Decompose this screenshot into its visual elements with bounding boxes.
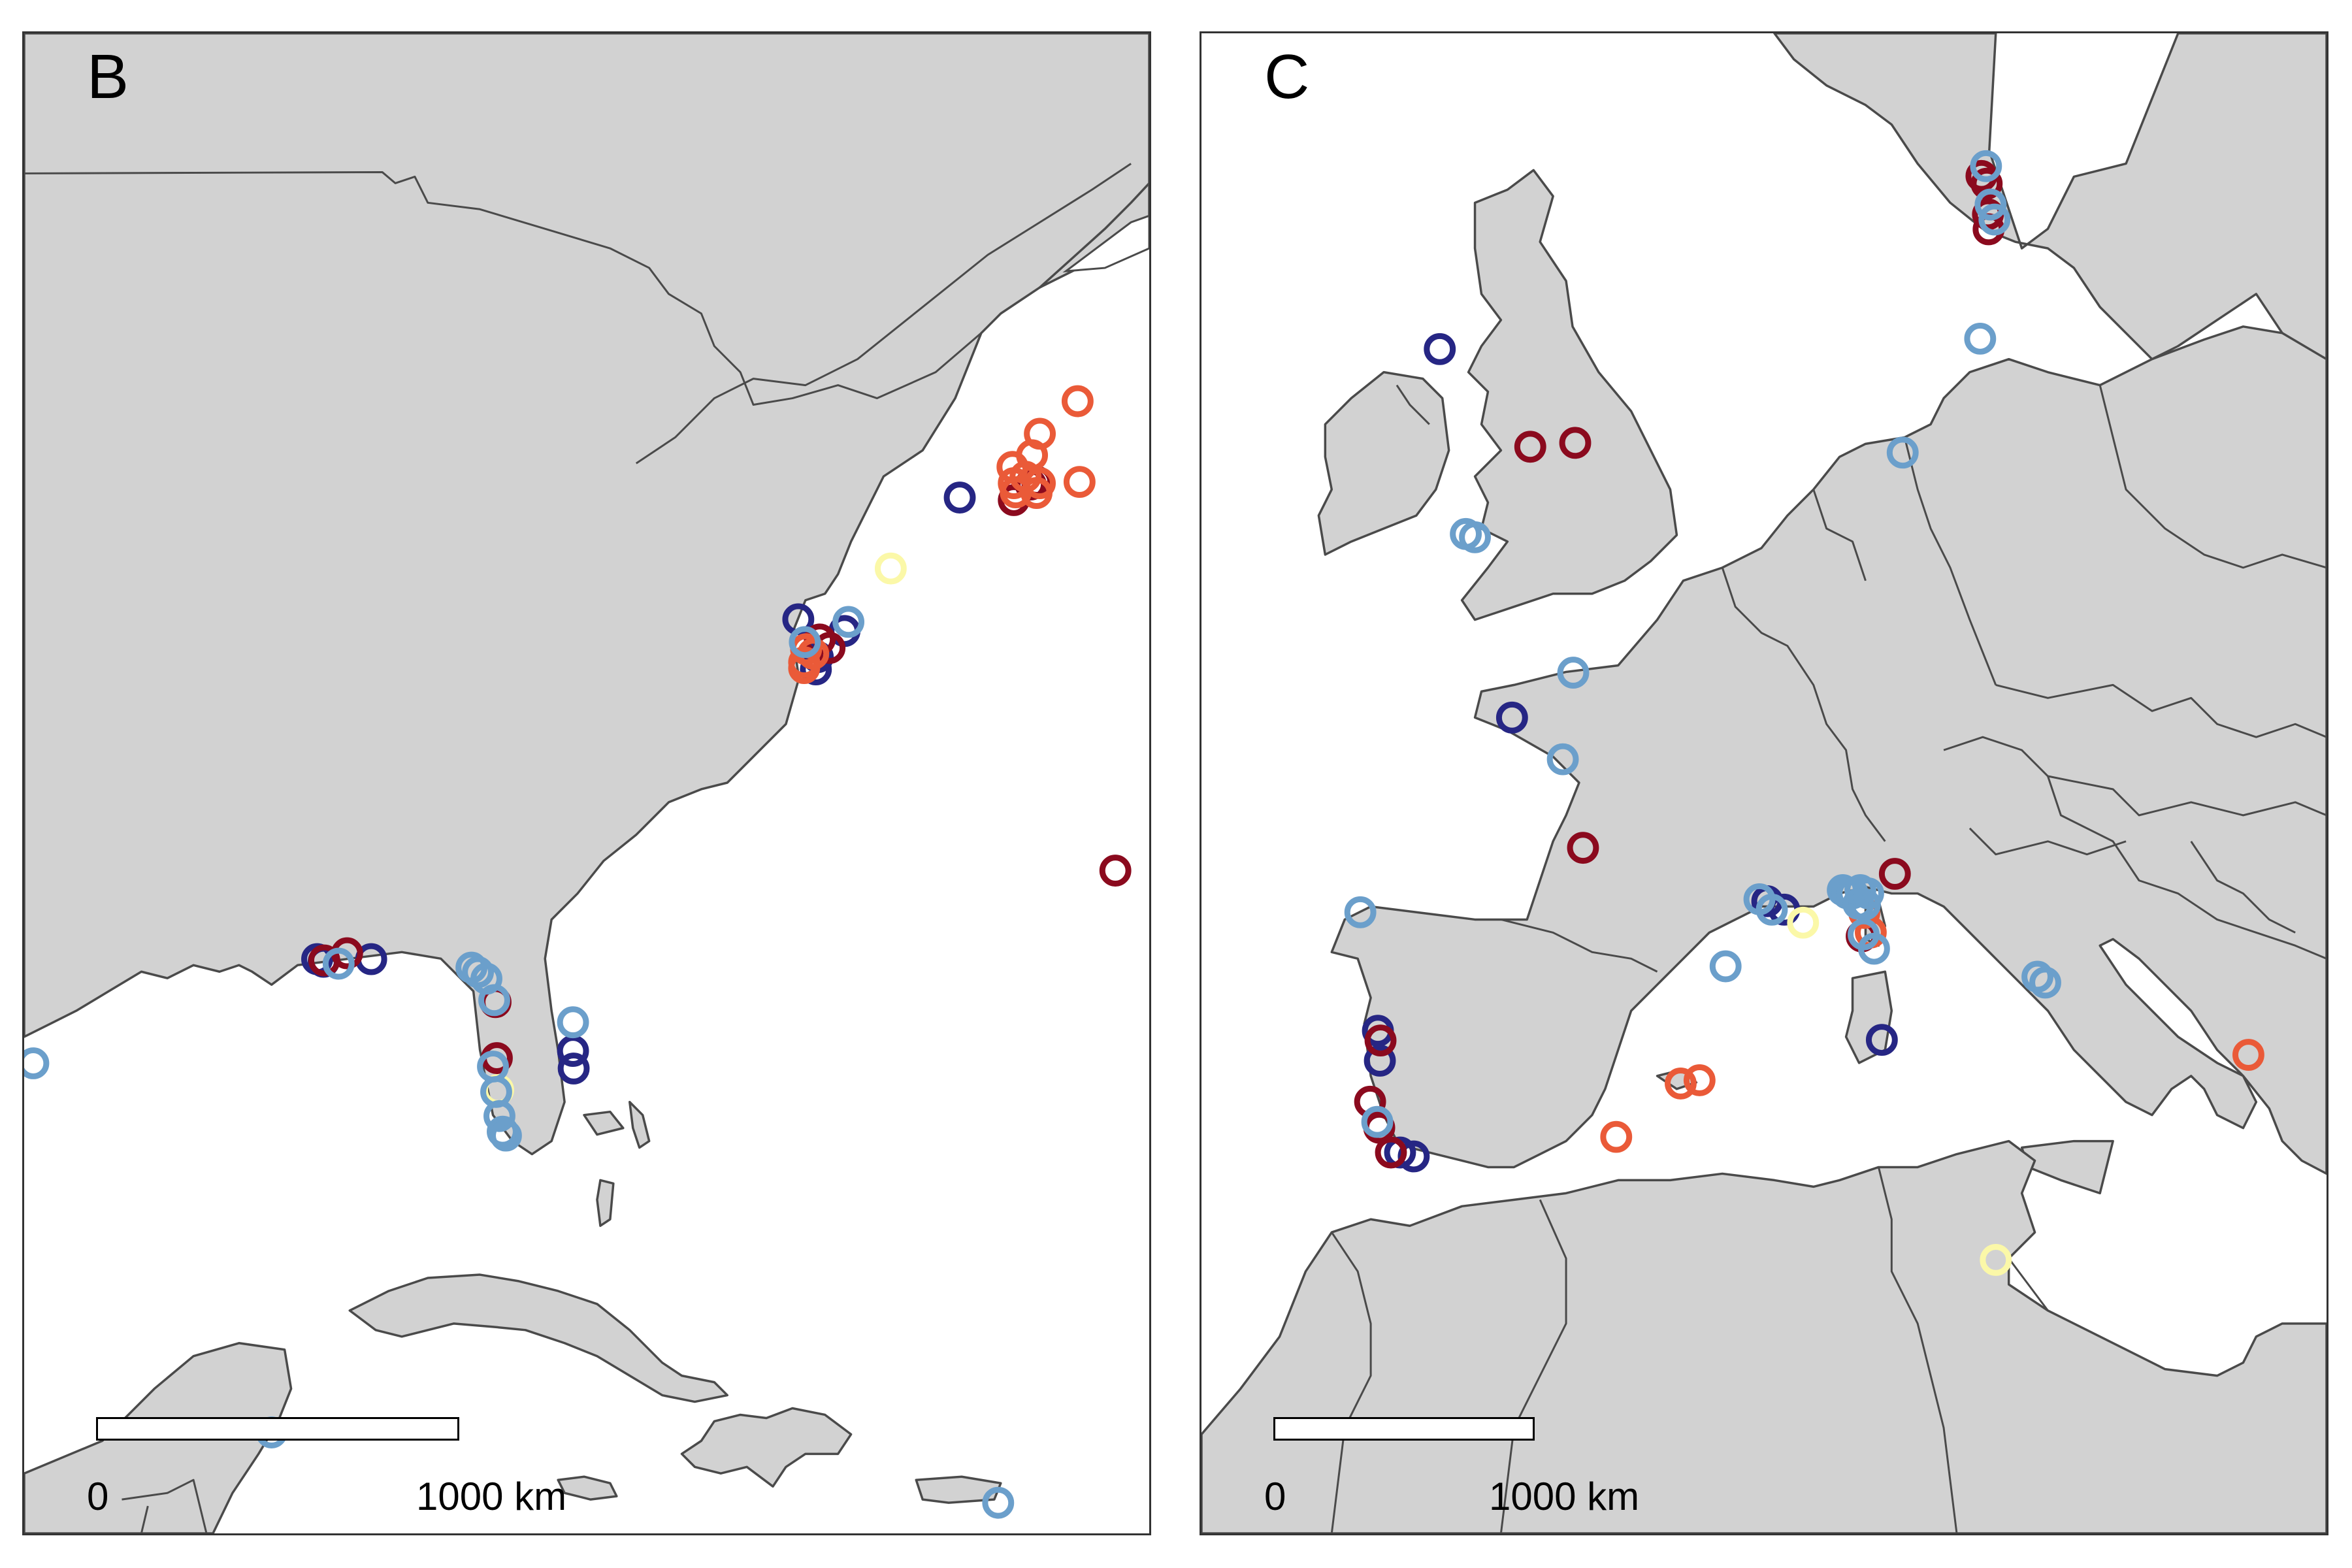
site-marker-light-blue <box>24 1047 50 1079</box>
site-marker-navy <box>1865 1024 1898 1056</box>
africa-borders <box>1330 1167 2049 1533</box>
site-marker-navy <box>1424 333 1456 365</box>
us-canada-border <box>24 171 982 406</box>
site-marker-navy <box>557 1053 590 1085</box>
scandinavia <box>1773 33 2327 374</box>
site-marker-dark-red <box>1559 427 1592 459</box>
map-panel-c: C 0 1000 km <box>1200 31 2328 1535</box>
site-marker-light-blue <box>1974 188 2007 221</box>
north-america-landmass <box>24 33 1149 1156</box>
site-marker-light-blue <box>1344 896 1377 928</box>
site-marker-navy <box>943 482 976 514</box>
scalebar <box>96 1417 459 1441</box>
site-marker-dark-red <box>1514 431 1546 463</box>
site-marker-light-yellow <box>1980 1244 2012 1276</box>
puerto-rico <box>915 1475 1002 1504</box>
site-marker-light-blue <box>1557 657 1590 689</box>
site-marker-light-blue <box>1842 887 1874 920</box>
site-marker-orange-red <box>1683 1064 1716 1096</box>
site-marker-light-yellow <box>874 552 907 585</box>
site-marker-light-yellow <box>1787 906 1820 939</box>
site-marker-light-blue <box>557 1006 589 1039</box>
site-marker-light-blue <box>1459 521 1491 553</box>
site-marker-light-blue <box>1756 893 1788 926</box>
site-marker-orange-red <box>996 451 1029 483</box>
scalebar-end-label: 1000 km <box>416 1475 567 1518</box>
site-marker-orange-red <box>1665 1067 1697 1100</box>
site-marker-dark-red <box>308 944 340 977</box>
site-marker-orange-red <box>1063 466 1096 498</box>
site-marker-dark-red <box>1375 1136 1407 1169</box>
site-marker-light-blue <box>1709 950 1742 983</box>
panel-label: B <box>87 42 129 112</box>
site-marker-orange-red <box>2232 1039 2264 1071</box>
site-marker-dark-red <box>1970 167 2003 200</box>
site-marker-dark-red <box>1099 855 1132 887</box>
site-marker-light-blue <box>1970 150 2002 182</box>
scalebar-start-label: 0 <box>87 1475 109 1518</box>
map-panel-b: B 0 1000 km <box>22 31 1151 1535</box>
panel-label: C <box>1264 42 1310 112</box>
site-marker-light-blue <box>483 1100 515 1132</box>
site-markers-c <box>1344 150 2264 1276</box>
central-america-borders <box>122 1478 208 1533</box>
bahamas <box>583 1100 651 1227</box>
site-marker-navy <box>1364 1045 1396 1077</box>
scalebar <box>1273 1417 1535 1441</box>
site-marker-light-blue <box>478 984 510 1017</box>
site-marker-dark-red <box>1567 832 1599 864</box>
map-b-svg <box>24 33 1149 1533</box>
site-marker-dark-red <box>1878 858 1911 890</box>
site-marker-light-blue <box>1546 743 1579 776</box>
jamaica <box>557 1475 618 1501</box>
site-marker-light-blue <box>1361 1105 1394 1138</box>
site-marker-orange-red <box>1021 477 1053 509</box>
hispaniola <box>680 1407 853 1488</box>
site-marker-light-blue <box>2021 960 2053 993</box>
site-marker-light-blue <box>1964 322 1997 355</box>
st-lawrence-river <box>635 163 1132 465</box>
site-marker-light-blue <box>832 606 865 638</box>
sardinia <box>1844 970 1893 1064</box>
site-marker-dark-red <box>1364 1024 1397 1057</box>
site-marker-light-blue <box>1848 918 1880 951</box>
ireland <box>1317 370 1450 556</box>
cuba <box>348 1273 728 1403</box>
great-britain <box>1460 169 1678 621</box>
site-marker-light-blue <box>982 1486 1015 1519</box>
site-marker-orange-red <box>1061 385 1094 417</box>
scalebar-start-label: 0 <box>1264 1475 1286 1518</box>
scalebar-end-label: 1000 km <box>1489 1475 1640 1518</box>
site-marker-light-blue <box>1978 203 2011 236</box>
site-marker-light-blue <box>789 626 821 659</box>
site-marker-light-blue <box>490 1119 522 1152</box>
site-markers-b <box>24 385 1132 1519</box>
country-borders <box>1501 385 2327 973</box>
continental-europe <box>1330 325 2327 1175</box>
ireland-border <box>1396 384 1430 425</box>
site-marker-light-blue <box>322 947 355 980</box>
site-marker-orange-red <box>1600 1120 1633 1153</box>
site-marker-navy <box>1495 701 1528 734</box>
site-marker-light-blue <box>1886 436 1919 469</box>
